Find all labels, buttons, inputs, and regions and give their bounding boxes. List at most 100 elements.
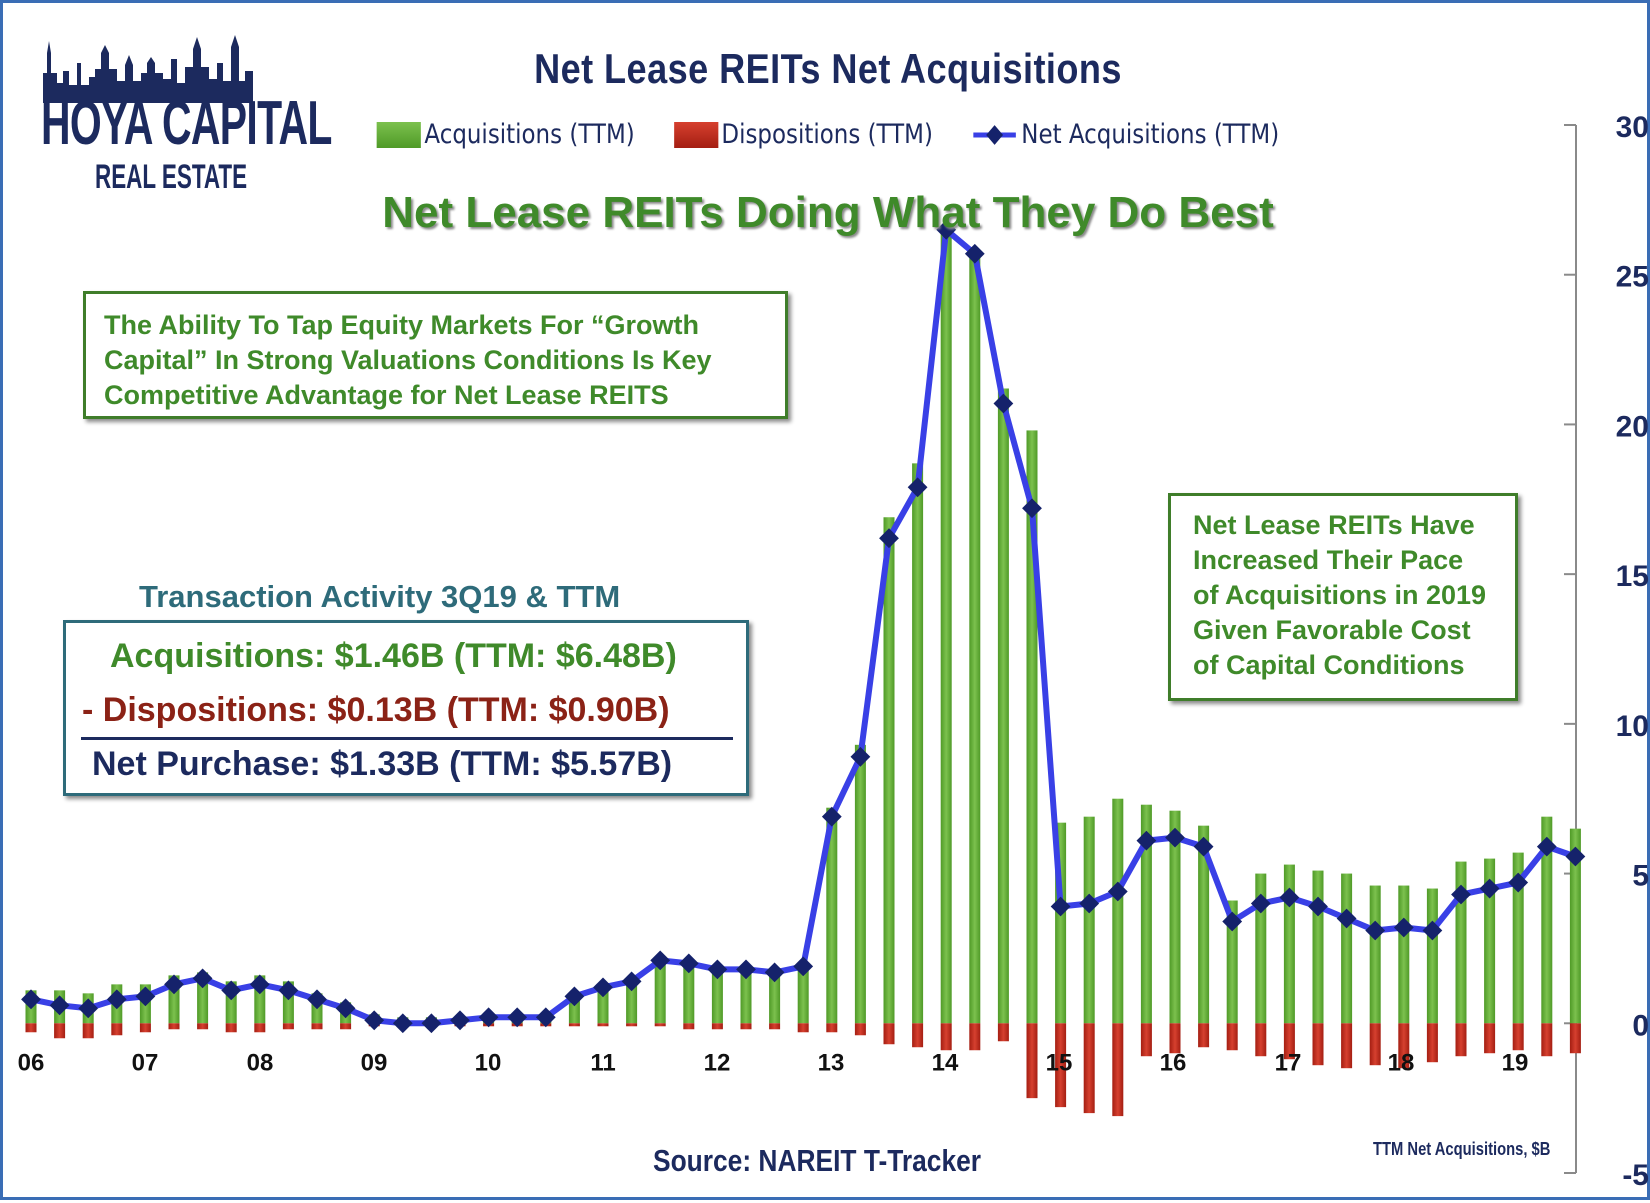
net-acquisitions-marker	[335, 998, 356, 1019]
acquisitions-bar	[1140, 804, 1152, 1024]
dispositions-bar	[1312, 1023, 1324, 1066]
acquisitions-bar	[912, 463, 924, 1024]
acquisitions-bar	[1426, 888, 1438, 1024]
dispositions-bar	[168, 1023, 180, 1030]
acquisitions-bar	[654, 957, 666, 1024]
net-acquisitions-marker	[450, 1010, 470, 1031]
x-tick-label: 06	[18, 1049, 45, 1076]
net-acquisitions-marker	[1222, 911, 1243, 932]
acquisitions-bar	[711, 966, 723, 1024]
acquisitions-bar	[1083, 816, 1095, 1024]
net-acquisitions-marker	[164, 974, 184, 995]
chart-source: Source: NAREIT T-Tracker	[653, 1143, 982, 1178]
acquisitions-bar	[1312, 870, 1324, 1024]
acquisitions-bar	[997, 388, 1009, 1024]
y-tick-label: -5	[1622, 1159, 1649, 1192]
dispositions-bar	[197, 1023, 209, 1030]
acquisitions-bar	[254, 975, 266, 1024]
net-acquisitions-marker	[850, 746, 871, 767]
legend-acquisitions: Acquisitions (TTM)	[376, 119, 635, 150]
net-acquisitions-marker	[478, 1007, 499, 1028]
x-tick-label: 19	[1502, 1049, 1529, 1076]
net-acquisitions-marker	[764, 962, 785, 983]
dispositions-bar	[1455, 1023, 1467, 1057]
net-acquisitions-marker	[1279, 887, 1300, 908]
acquisitions-bar	[1541, 816, 1553, 1024]
dispositions-bar	[1512, 1023, 1524, 1051]
dispositions-bar	[883, 1023, 895, 1045]
dispositions-bar	[826, 1023, 838, 1033]
y-tick-label: 30	[1616, 111, 1649, 144]
net-acquisitions-marker	[793, 956, 814, 977]
net-acquisitions-marker	[1336, 908, 1357, 929]
transaction-net-purchase: Net Purchase: $1.33B (TTM: $5.57B)	[92, 745, 673, 783]
dispositions-bar	[1484, 1023, 1496, 1054]
net-acquisitions-marker	[678, 953, 699, 974]
net-acquisitions-marker	[707, 959, 728, 980]
y-tick-label: 20	[1616, 410, 1649, 443]
transaction-dispositions: - Dispositions: $0.13B (TTM: $0.90B)	[82, 691, 670, 729]
x-tick-label: 18	[1388, 1049, 1415, 1076]
dispositions-bar	[1083, 1023, 1095, 1114]
hoya-capital-logo	[33, 33, 263, 203]
logo-wordmark: HOYA CAPITAL	[41, 89, 332, 158]
acquisitions-bar	[626, 978, 638, 1024]
net-acquisitions-marker	[278, 980, 299, 1001]
y-tick-label: 5	[1632, 860, 1649, 893]
dispositions-bar	[311, 1023, 323, 1030]
net-acquisitions-marker	[1422, 920, 1443, 941]
legend-label-acquisitions: Acquisitions (TTM)	[424, 119, 635, 150]
net-acquisitions-marker	[1136, 830, 1157, 851]
net-acquisitions-marker	[1565, 846, 1586, 867]
x-tick-label: 11	[590, 1049, 615, 1076]
net-acquisitions-marker	[1079, 893, 1100, 914]
dispositions-bar	[82, 1023, 94, 1039]
net-acquisitions-marker	[49, 995, 70, 1016]
chart-title: Net Lease REITs Net Acquisitions	[534, 45, 1122, 92]
net-acquisitions-marker	[1250, 893, 1271, 914]
net-acquisitions-marker	[1508, 872, 1529, 893]
dispositions-bar	[1112, 1023, 1124, 1117]
net-acquisitions-marker	[993, 393, 1014, 414]
y-tick-label: 15	[1616, 560, 1649, 593]
net-acquisitions-marker	[564, 986, 585, 1007]
net-acquisitions-marker	[1393, 917, 1414, 938]
acquisitions-bar	[168, 975, 180, 1024]
x-tick-label: 13	[818, 1049, 845, 1076]
dispositions-bar	[626, 1023, 638, 1027]
dispositions-bar	[711, 1023, 723, 1030]
acquisitions-bar	[1283, 864, 1295, 1024]
net-acquisitions-marker	[392, 1013, 413, 1034]
y-tick-label: 0	[1632, 1009, 1649, 1042]
dispositions-bar	[1283, 1023, 1295, 1060]
dispositions-bar	[769, 1023, 781, 1030]
acquisitions-bar	[797, 963, 809, 1024]
legend-label-dispositions: Dispositions (TTM)	[721, 119, 933, 150]
dispositions-bar	[1198, 1023, 1210, 1048]
dispositions-bar	[254, 1023, 266, 1033]
acquisitions-bar	[568, 993, 580, 1024]
net-acquisitions-marker	[1107, 881, 1128, 902]
logo-tagline: REAL ESTATE	[95, 158, 248, 196]
net-acquisitions-marker	[221, 980, 242, 1001]
x-tick-label: 17	[1275, 1049, 1302, 1076]
x-tick-label: 14	[932, 1049, 959, 1076]
acquisitions-bar	[282, 981, 294, 1024]
chart-subtitle: Net Lease REITs Doing What They Do Best	[382, 188, 1274, 237]
net-acquisitions-marker	[1022, 498, 1042, 519]
y-tick-label: 25	[1616, 261, 1649, 294]
acquisitions-bar	[1255, 873, 1267, 1024]
dispositions-bar	[740, 1023, 752, 1030]
acquisitions-bar	[740, 966, 752, 1024]
dispositions-bar	[54, 1023, 66, 1039]
legend-swatch-net	[973, 124, 1017, 145]
transaction-divider	[81, 737, 733, 740]
dispositions-bar	[997, 1023, 1009, 1042]
net-acquisitions-marker	[421, 1013, 442, 1034]
chart-plot: -5 0 5 10 15 20 25 30 06 07 08 09 10 11 12 13 14 15 16 17 18…	[18, 111, 1649, 1192]
chart-legend: Acquisitions (TTM) Dispositions (TTM) Ne…	[127, 119, 1530, 150]
dispositions-bar	[1369, 1023, 1381, 1066]
acquisitions-bar	[826, 807, 838, 1024]
acquisitions-bar	[940, 229, 952, 1024]
